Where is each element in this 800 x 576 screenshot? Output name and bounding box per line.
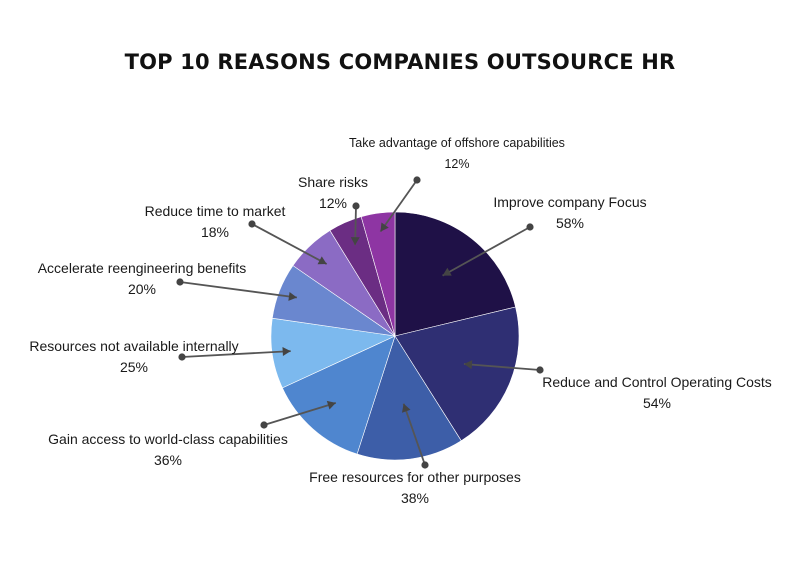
slice-value-reduce-time-to-market: 18%: [201, 224, 229, 240]
slice-label-reduce-time-to-market: Reduce time to market: [145, 203, 286, 219]
leader-arrow-resources-not-available-internally: [282, 347, 291, 357]
leader-line-accelerate-reengineering-benefits: [179, 281, 298, 299]
leader-dot-free-resources-for-other-purposes: [421, 461, 429, 469]
pie-slice-gain-access-to-world-class-capabilities: [281, 335, 396, 455]
leader-dot-accelerate-reengineering-benefits: [176, 278, 184, 286]
slice-value-accelerate-reengineering-benefits: 20%: [128, 281, 156, 297]
slice-value-free-resources-for-other-purposes: 38%: [401, 490, 429, 506]
slice-value-gain-access-to-world-class-capabilities: 36%: [154, 452, 182, 468]
leader-dot-gain-access-to-world-class-capabilities: [260, 421, 268, 429]
leader-dot-reduce-time-to-market: [248, 220, 256, 228]
leader-line-gain-access-to-world-class-capabilities: [263, 401, 337, 426]
leader-dot-reduce-and-control-operating-costs: [536, 366, 544, 374]
leader-arrow-free-resources-for-other-purposes: [401, 403, 411, 413]
leader-arrow-take-advantage-of-offshore-capabilities: [380, 222, 389, 232]
slice-labels: Improve company Focus 58% Reduce and Contr…: [29, 136, 771, 506]
pie-slice-improve-company-focus: [394, 211, 516, 337]
slice-label-free-resources-for-other-purposes: Free resources for other purposes: [309, 469, 521, 485]
slice-label-share-risks: Share risks: [298, 174, 368, 190]
pie-slice-free-resources-for-other-purposes: [356, 335, 462, 461]
slice-label-reduce-and-control-operating-costs: Reduce and Control Operating Costs: [542, 374, 772, 390]
slice-value-take-advantage-of-offshore-capabilities: 12%: [444, 157, 469, 171]
leader-arrow-reduce-and-control-operating-costs: [463, 360, 473, 370]
slice-label-take-advantage-of-offshore-capabilities: Take advantage of offshore capabilities: [349, 136, 565, 150]
leader-arrow-improve-company-focus: [442, 267, 452, 276]
leader-line-take-advantage-of-offshore-capabilities: [379, 179, 418, 233]
slice-value-share-risks: 12%: [319, 195, 347, 211]
leader-dot-share-risks: [352, 202, 360, 210]
pie-slice-reduce-and-control-operating-costs: [394, 306, 520, 442]
leader-line-free-resources-for-other-purposes: [402, 403, 426, 466]
slice-label-improve-company-focus: Improve company Focus: [493, 194, 646, 210]
leader-line-improve-company-focus: [442, 226, 531, 277]
leader-arrow-accelerate-reengineering-benefits: [288, 291, 297, 301]
leader-dot-improve-company-focus: [526, 223, 534, 231]
slice-label-resources-not-available-internally: Resources not available internally: [29, 338, 238, 354]
leader-line-reduce-time-to-market: [251, 223, 328, 265]
pie-slices: [270, 211, 520, 461]
leader-arrow-gain-access-to-world-class-capabilities: [326, 400, 336, 410]
leader-arrow-reduce-time-to-market: [317, 256, 327, 265]
slice-label-gain-access-to-world-class-capabilities: Gain access to world-class capabilities: [48, 431, 288, 447]
leader-lines: [176, 176, 544, 469]
leader-line-resources-not-available-internally: [181, 350, 291, 358]
slice-value-resources-not-available-internally: 25%: [120, 359, 148, 375]
leader-dot-take-advantage-of-offshore-capabilities: [413, 176, 421, 184]
chart-title: TOP 10 REASONS COMPANIES OUTSOURCE HR: [124, 50, 676, 74]
leader-line-reduce-and-control-operating-costs: [463, 363, 541, 371]
slice-value-reduce-and-control-operating-costs: 54%: [643, 395, 671, 411]
leader-arrow-share-risks: [350, 237, 360, 246]
leader-dot-resources-not-available-internally: [178, 353, 186, 361]
slice-label-accelerate-reengineering-benefits: Accelerate reengineering benefits: [38, 260, 247, 276]
slice-value-improve-company-focus: 58%: [556, 215, 584, 231]
